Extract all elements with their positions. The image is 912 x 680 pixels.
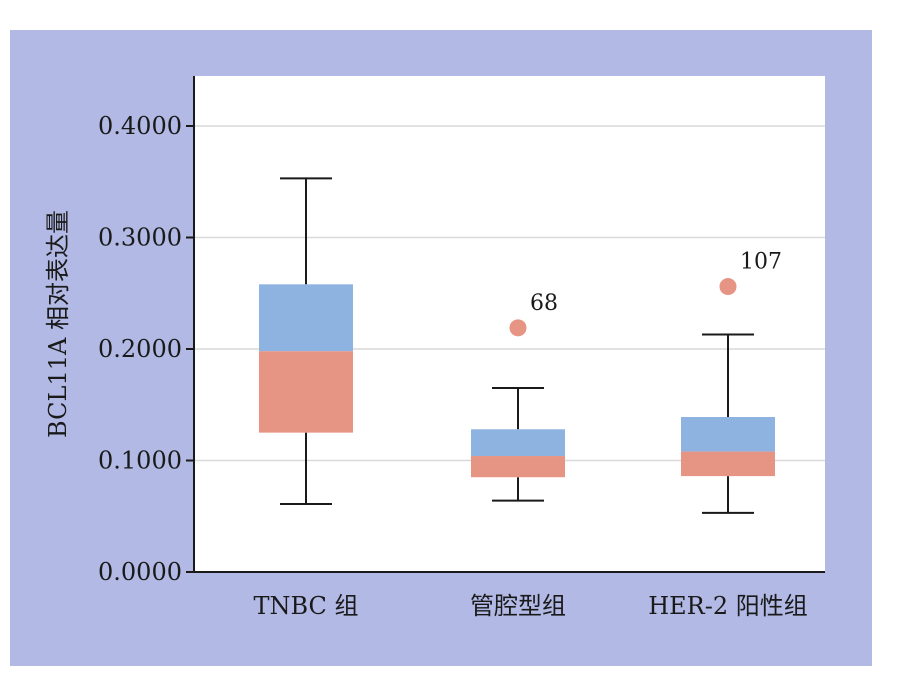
box-lower: [259, 351, 353, 433]
y-tick-label: 0.1000: [98, 447, 182, 475]
box-upper: [471, 429, 565, 457]
box-group: [259, 177, 353, 505]
axes: [186, 76, 825, 573]
y-tick-label: 0.4000: [98, 112, 182, 140]
box-lower: [681, 451, 775, 477]
y-tick-label: 0.3000: [98, 224, 182, 252]
labels: 0.0000 0.1000 0.2000 0.3000 0.4000 TNBC 组 管腔型组…: [44, 112, 808, 620]
y-tick-label: 0.2000: [98, 335, 182, 363]
y-axis-title: BCL11A 相对表达量: [44, 210, 72, 438]
x-category-label: 管腔型组: [470, 592, 566, 620]
outlier-label: 107: [740, 250, 782, 275]
x-category-label: HER-2 阳性组: [648, 592, 808, 620]
box-layer: 68 107: [259, 177, 782, 514]
outlier-point: [509, 319, 527, 337]
box-group: 107: [681, 250, 782, 514]
box-lower: [471, 456, 565, 478]
box-upper: [681, 417, 775, 452]
outlier-point: [719, 278, 737, 296]
x-category-label: TNBC 组: [253, 592, 358, 620]
chart-frame: 68 107 0.0000 0.1000 0.2000 0.3000 0.4000 TNBC…: [10, 30, 872, 666]
boxplot-chart: 68 107 0.0000 0.1000 0.2000 0.3000 0.4000 TNBC…: [44, 76, 825, 620]
outlier-label: 68: [530, 291, 558, 316]
box-upper: [259, 284, 353, 352]
y-tick-label: 0.0000: [98, 558, 182, 586]
box-group: 68: [471, 291, 565, 502]
